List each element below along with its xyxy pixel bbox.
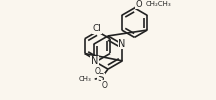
Text: O: O (102, 81, 108, 90)
Text: CH₂CH₃: CH₂CH₃ (146, 1, 172, 7)
Text: CH₃: CH₃ (79, 76, 92, 82)
Text: S: S (98, 73, 104, 83)
Text: N: N (91, 56, 98, 66)
Text: Cl: Cl (93, 24, 102, 33)
Text: O: O (135, 0, 142, 9)
Text: O: O (94, 66, 100, 76)
Text: N: N (118, 39, 125, 49)
